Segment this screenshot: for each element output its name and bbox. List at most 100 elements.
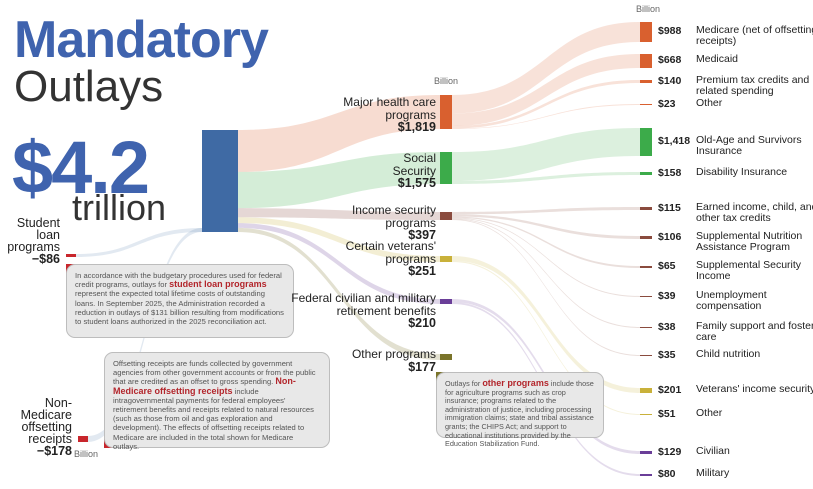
node-federal-civilian-and-military-retirement-benefits-civilian [640, 451, 652, 454]
node-income-security-programs-earned-income-child-and-other-tax-credits [640, 207, 652, 210]
label-value-other-programs: $177 [408, 359, 436, 374]
name-certain-veterans-programs-veterans-income-security: Veterans' income security [696, 382, 813, 395]
name-income-security-programs-supplemental-security-income: Supplemental Security Income [696, 259, 802, 282]
label-other-programs: Other programs $177 [286, 348, 436, 373]
offsetting-receipts-name: Non-Medicare offsetting receipts [20, 396, 72, 446]
value-federal-civilian-and-military-retirement-benefits-military: $80 [658, 468, 676, 480]
name-major-health-care-programs-medicare-net-of-offsetting-receipts: Medicare (net of offsetting receipts) [696, 24, 813, 47]
label-name-certain-veterans-programs: Certain veterans' programs [345, 239, 436, 266]
label-value-social-security: $1,575 [397, 176, 436, 190]
flow-income-security-programs-to-supplemental-nutrition-assistance-program [452, 214, 640, 239]
value-income-security-programs-child-nutrition: $35 [658, 348, 676, 361]
note-other-highlight: other programs [482, 378, 549, 388]
node-major-health-care-programs-medicaid [640, 54, 652, 68]
label-name-income-security-programs: Income security programs [351, 203, 436, 230]
node-major-health-care-programs-premium-tax-credits-and-related-spending [640, 80, 652, 83]
note-offsetting-post: include intragovernmental payments for f… [113, 386, 314, 451]
name-federal-civilian-and-military-retirement-benefits-military: Military [696, 467, 730, 479]
label-federal-civilian-and-military-retirement-benefits: Federal civilian and military retirement… [286, 292, 436, 330]
node-major-health-care-programs [440, 95, 452, 129]
flow-income-security-programs-to-earned-income-child-and-other-tax-credits [452, 207, 640, 215]
middle-unit-label: Billion [434, 76, 459, 86]
total-outlays-bar [202, 130, 238, 232]
name-major-health-care-programs-medicaid: Medicaid [696, 53, 739, 65]
flow-income-security-programs-to-unemployment-compensation [452, 217, 640, 297]
note-student-loan-post: represent the expected total lifetime co… [75, 289, 284, 327]
flow-major-health-care-programs-to-medicare-net-of-offsetting-receipts [452, 22, 640, 114]
flow-major-health-care-programs-to-medicaid [452, 54, 640, 126]
name-income-security-programs-supplemental-nutrition-assistance-program: Supplemental Nutrition Assistance Progra… [696, 229, 803, 253]
node-social-security-disability-insurance [640, 172, 652, 175]
node-social-security-old-age-and-survivors-insurance [640, 128, 652, 156]
name-major-health-care-programs-other: Other [696, 96, 723, 109]
value-income-security-programs-family-support-and-foster-care: $38 [658, 320, 676, 333]
node-federal-civilian-and-military-retirement-benefits-military [640, 474, 652, 476]
node-income-security-programs-child-nutrition [640, 355, 652, 356]
flow-total-to-income-security-programs [238, 208, 440, 220]
label-certain-veterans-programs: Certain veterans' programs $251 [286, 240, 436, 278]
total-unit: trillion [72, 187, 167, 228]
note-student-loan-highlight: student loan programs [169, 279, 267, 290]
note-student-loan: In accordance with the budgetary procedu… [66, 264, 294, 338]
value-income-security-programs-earned-income-child-and-other-tax-credits: $115 [658, 201, 681, 214]
name-income-security-programs-child-nutrition: Child nutrition [696, 347, 761, 360]
node-income-security-programs-supplemental-security-income [640, 266, 652, 268]
flow-total-to-social-security [238, 152, 440, 209]
label-value-income-security-programs: $397 [408, 228, 436, 242]
offsetting-receipts-value: −$178 [36, 444, 72, 458]
value-social-security-old-age-and-survivors-insurance: $1,418 [658, 135, 691, 147]
flow-income-security-programs-to-family-support-and-foster-care [452, 218, 640, 328]
label-name-other-programs: Other programs [351, 347, 436, 361]
flow-social-security-to-disability-insurance [452, 172, 640, 184]
label-social-security: Social Security $1,575 [286, 152, 436, 190]
label-value-certain-veterans-programs: $251 [408, 264, 436, 278]
note-student-loan-pre: In accordance with the budgetary procedu… [75, 271, 282, 290]
flow-income-security-programs-to-supplemental-security-income [452, 216, 640, 268]
right-unit-label: Billion [636, 4, 661, 14]
note-other-pre: Outlays for [445, 379, 483, 388]
flow-income-security-programs-to-child-nutrition [452, 219, 640, 356]
label-income-security-programs: Income security programs $397 [286, 204, 436, 242]
flow-major-health-care-programs-to-premium-tax-credits-and-related-spending [452, 80, 640, 129]
node-federal-civilian-and-military-retirement-benefits [440, 299, 452, 304]
value-federal-civilian-and-military-retirement-benefits-civilian: $129 [658, 445, 682, 458]
node-certain-veterans-programs [440, 256, 452, 262]
name-social-security-old-age-and-survivors-insurance: Old-Age and Survivors Insurance [696, 134, 802, 157]
name-income-security-programs-family-support-and-foster-care: Family support and foster care [696, 319, 813, 343]
node-major-health-care-programs-medicare-net-of-offsetting-receipts [640, 22, 652, 42]
flow-total-to-federal-civilian-and-military-retirement-benefits [238, 223, 440, 304]
student-loan-value: −$86 [31, 252, 60, 266]
flow-certain-veterans-programs-to-other [452, 260, 640, 415]
flow-major-health-care-programs-to-other [452, 104, 640, 129]
node-student-loan-programs [66, 254, 76, 257]
note-offsetting: Offsetting receipts are funds collected … [104, 352, 330, 451]
note-other-programs: Outlays for other programs include those… [436, 372, 604, 448]
value-certain-veterans-programs-veterans-income-security: $201 [658, 383, 682, 396]
flow-student-loan-programs-to-total [76, 228, 202, 257]
node-certain-veterans-programs-veterans-income-security [640, 388, 652, 393]
node-non-medicare-offsetting-receipts [78, 436, 88, 442]
value-major-health-care-programs-medicaid: $668 [658, 54, 682, 66]
student-loan-label: Student loan programs −$86 [0, 217, 60, 266]
node-income-security-programs-supplemental-nutrition-assistance-program [640, 236, 652, 239]
name-certain-veterans-programs-other: Other [696, 406, 723, 419]
value-certain-veterans-programs-other: $51 [658, 407, 676, 420]
left-unit-label: Billion [74, 449, 99, 459]
title-main: Mandatory [14, 11, 269, 69]
label-major-health-care-programs: Major health care programs $1,819 [286, 96, 436, 134]
offsetting-receipts-label: Non-Medicare offsetting receipts −$178 [0, 396, 72, 458]
node-income-security-programs [440, 212, 452, 220]
note-other-post: include those for agriculture programs s… [445, 379, 594, 449]
total-value: $4.2 [12, 126, 150, 209]
node-major-health-care-programs-other [640, 104, 652, 105]
name-social-security-disability-insurance: Disability Insurance [696, 165, 788, 178]
label-name-major-health-care-programs: Major health care programs [343, 95, 436, 122]
name-income-security-programs-earned-income-child-and-other-tax-credits: Earned income, child, and other tax cred… [696, 200, 813, 224]
value-major-health-care-programs-medicare-net-of-offsetting-receipts: $988 [658, 25, 682, 37]
value-major-health-care-programs-premium-tax-credits-and-related-spending: $140 [658, 74, 682, 87]
flow-total-to-other-programs [238, 227, 440, 360]
value-income-security-programs-unemployment-compensation: $39 [658, 289, 676, 302]
value-income-security-programs-supplemental-nutrition-assistance-program: $106 [658, 230, 682, 243]
label-name-federal-civilian-and-military-retirement-benefits: Federal civilian and military retirement… [291, 291, 436, 318]
